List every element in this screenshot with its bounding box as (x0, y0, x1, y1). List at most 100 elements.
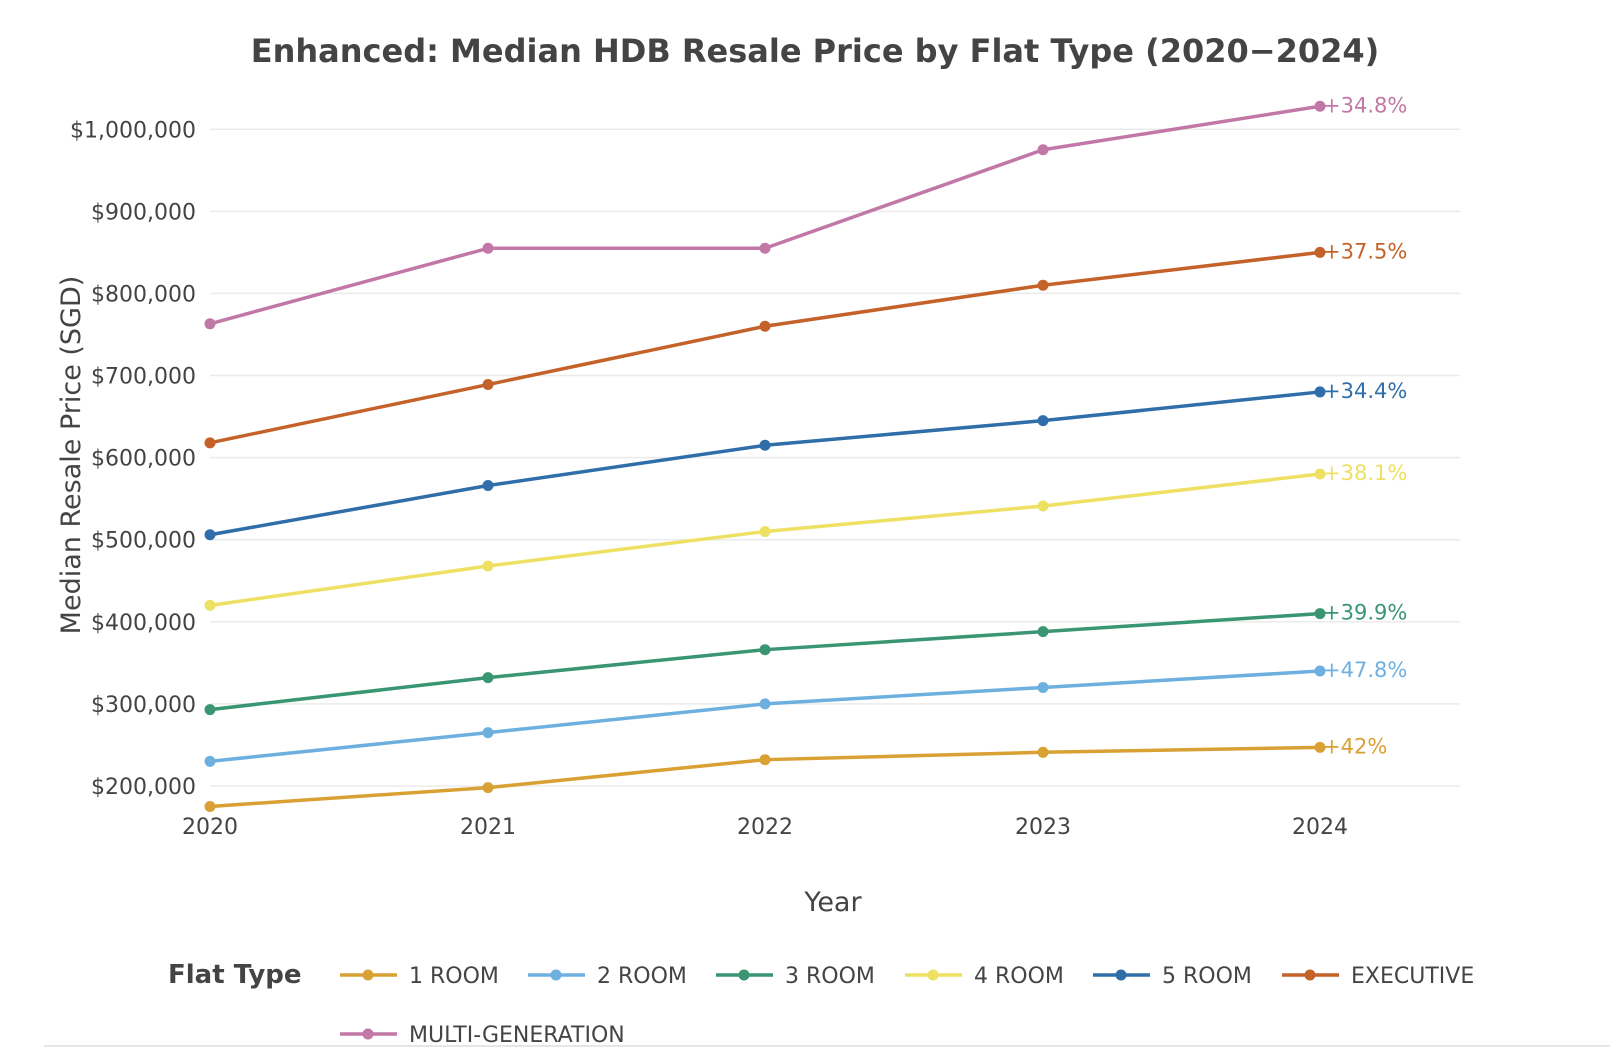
x-tick-label: 2020 (182, 815, 238, 840)
legend-item[interactable]: 3 ROOM (716, 964, 875, 989)
series-end-label: +37.5% (1323, 239, 1407, 263)
bottom-divider (44, 1045, 1610, 1047)
series-layer: +42% +47.8% +39.9% +38.1% +34.4% +37.5% +34.8% (204, 93, 1407, 812)
series-line (208, 390, 1322, 537)
series-end-label: +34.4% (1323, 379, 1407, 403)
data-point[interactable] (482, 242, 494, 254)
data-point[interactable] (1314, 100, 1326, 112)
legend-swatch-marker (550, 969, 562, 981)
data-point[interactable] (1314, 246, 1326, 258)
series-4: +34.4% (204, 379, 1407, 541)
data-point[interactable] (759, 644, 771, 656)
data-point[interactable] (204, 704, 216, 716)
chart-title: Enhanced: Median HDB Resale Price by Fla… (251, 32, 1380, 70)
series-line (208, 669, 1322, 764)
data-point[interactable] (1314, 741, 1326, 753)
legend-label: 3 ROOM (785, 964, 875, 989)
data-point[interactable] (759, 525, 771, 537)
data-point[interactable] (482, 782, 494, 794)
legend-item[interactable]: 2 ROOM (528, 964, 687, 989)
legend-label: EXECUTIVE (1351, 964, 1474, 989)
data-point[interactable] (1037, 500, 1049, 512)
series-end-label: +39.9% (1323, 601, 1407, 625)
data-point[interactable] (482, 379, 494, 391)
series-3: +38.1% (204, 461, 1407, 611)
y-axis-ticks: $200,000 $300,000 $400,000 $500,000 $600,000… (70, 118, 196, 800)
y-tick-label: $700,000 (91, 365, 196, 390)
x-tick-label: 2024 (1292, 815, 1348, 840)
data-point[interactable] (204, 318, 216, 330)
legend-items: 1 ROOM 2 ROOM 3 ROOM 4 ROOM 5 ROOM EXECUTIVE M… (340, 964, 1474, 1048)
series-line (208, 611, 1322, 712)
data-point[interactable] (1314, 608, 1326, 620)
legend-swatch-marker (927, 969, 939, 981)
data-point[interactable] (759, 754, 771, 766)
legend-label: 4 ROOM (974, 964, 1064, 989)
series-end-label: +47.8% (1323, 658, 1407, 682)
y-axis-title: Median Resale Price (SGD) (56, 276, 87, 635)
data-point[interactable] (204, 800, 216, 812)
x-tick-label: 2021 (460, 815, 516, 840)
y-tick-label: $800,000 (91, 282, 196, 307)
grid-layer (210, 128, 1460, 787)
legend-item[interactable]: 5 ROOM (1093, 964, 1252, 989)
legend-item[interactable]: 1 ROOM (340, 964, 499, 989)
legend-item[interactable]: MULTI-GENERATION (340, 1023, 625, 1048)
data-point[interactable] (1314, 665, 1326, 677)
series-6: +34.8% (204, 93, 1407, 330)
data-point[interactable] (1037, 746, 1049, 758)
series-5: +37.5% (204, 239, 1407, 449)
data-point[interactable] (204, 599, 216, 611)
data-point[interactable] (482, 727, 494, 739)
series-1: +47.8% (204, 658, 1407, 767)
legend-label: MULTI-GENERATION (409, 1023, 625, 1048)
x-axis-ticks: 2020 2021 2022 2023 2024 (182, 815, 1348, 840)
legend-swatch-marker (362, 969, 374, 981)
series-end-label: +34.8% (1323, 93, 1407, 117)
legend-swatch-marker (362, 1028, 374, 1040)
legend-title: Flat Type (168, 960, 302, 990)
data-point[interactable] (759, 698, 771, 710)
y-tick-label: $400,000 (91, 611, 196, 636)
series-2: +39.9% (204, 601, 1407, 716)
x-axis-title: Year (803, 887, 862, 918)
data-point[interactable] (482, 560, 494, 572)
series-0: +42% (204, 734, 1387, 812)
series-end-label: +42% (1323, 734, 1387, 758)
y-tick-label: $900,000 (91, 200, 196, 225)
legend-label: 2 ROOM (597, 964, 687, 989)
series-line (208, 250, 1322, 445)
y-tick-label: $300,000 (91, 693, 196, 718)
data-point[interactable] (482, 672, 494, 684)
legend-label: 1 ROOM (409, 964, 499, 989)
series-line (208, 104, 1322, 326)
data-point[interactable] (482, 480, 494, 492)
legend-item[interactable]: 4 ROOM (905, 964, 1064, 989)
data-point[interactable] (1037, 626, 1049, 638)
legend: Flat Type 1 ROOM 2 ROOM 3 ROOM 4 ROOM 5 ROOM… (168, 960, 1474, 1048)
data-point[interactable] (1037, 681, 1049, 693)
y-tick-label: $1,000,000 (70, 118, 196, 143)
data-point[interactable] (759, 439, 771, 451)
data-point[interactable] (1037, 279, 1049, 291)
legend-swatch-marker (738, 969, 750, 981)
series-end-label: +38.1% (1323, 461, 1407, 485)
x-tick-label: 2022 (737, 815, 793, 840)
data-point[interactable] (1314, 386, 1326, 398)
data-point[interactable] (1314, 468, 1326, 480)
y-tick-label: $600,000 (91, 447, 196, 472)
x-tick-label: 2023 (1015, 815, 1071, 840)
data-point[interactable] (759, 242, 771, 254)
y-tick-label: $200,000 (91, 775, 196, 800)
data-point[interactable] (204, 755, 216, 767)
data-point[interactable] (1037, 144, 1049, 156)
data-point[interactable] (204, 529, 216, 541)
data-point[interactable] (759, 320, 771, 332)
legend-swatch-marker (1304, 969, 1316, 981)
data-point[interactable] (204, 437, 216, 449)
data-point[interactable] (1037, 415, 1049, 427)
legend-swatch-marker (1115, 969, 1127, 981)
legend-item[interactable]: EXECUTIVE (1282, 964, 1474, 989)
y-tick-label: $500,000 (91, 529, 196, 554)
